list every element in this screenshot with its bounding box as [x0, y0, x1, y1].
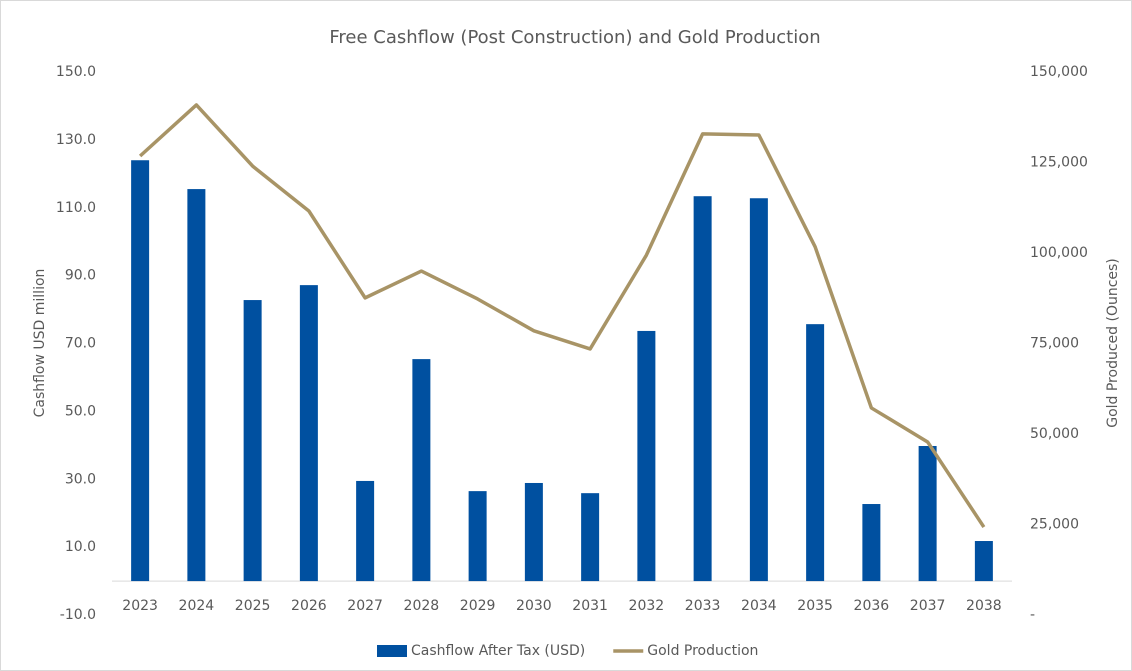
bar [131, 160, 150, 582]
x-tick-label: 2038 [966, 598, 1002, 614]
bar [412, 359, 431, 582]
x-tick-label: 2026 [291, 598, 327, 614]
bar [749, 198, 768, 582]
x-tick-label: 2036 [854, 598, 890, 614]
bar [806, 324, 825, 582]
x-tick-label: 2028 [404, 598, 440, 614]
y-tick-label: 110.0 [56, 200, 96, 216]
bar [637, 330, 656, 582]
legend-label: Gold Production [647, 643, 758, 659]
y2-tick-label: 125,000 [1030, 155, 1088, 171]
legend-swatch [377, 645, 407, 657]
y-axis-label: Cashflow USD million [32, 269, 48, 418]
y2-tick-label: 100,000 [1030, 245, 1088, 261]
bar [524, 482, 543, 582]
bar [918, 445, 937, 582]
x-tick-label: 2034 [741, 598, 777, 614]
y-tick-label: 90.0 [65, 268, 96, 284]
y-tick-label: 130.0 [56, 132, 96, 148]
x-tick-label: 2029 [460, 598, 496, 614]
line [138, 103, 986, 528]
y2-tick-label: - [1030, 607, 1035, 623]
legend-label: Cashflow After Tax (USD) [411, 643, 585, 659]
x-tick-label: 2031 [572, 598, 608, 614]
x-tick-label: 2035 [797, 598, 833, 614]
x-tick-label: 2025 [235, 598, 271, 614]
bar [243, 300, 262, 582]
y-tick-label: 150.0 [56, 64, 96, 80]
x-tick-label: 2023 [122, 598, 158, 614]
x-tick-label: 2032 [629, 598, 665, 614]
y2-tick-label: 75,000 [1030, 336, 1079, 352]
x-tick-label: 2027 [347, 598, 383, 614]
y2-tick-label: 50,000 [1030, 426, 1079, 442]
bar [581, 493, 600, 582]
bar [356, 480, 375, 582]
bar [693, 196, 712, 582]
y2-tick-label: 150,000 [1030, 64, 1088, 80]
bar [468, 491, 487, 582]
chart-title: Free Cashflow (Post Construction) and Go… [329, 27, 820, 48]
x-tick-label: 2037 [910, 598, 946, 614]
bar [187, 189, 206, 582]
y-tick-label: 30.0 [65, 471, 96, 487]
y-tick-label: -10.0 [60, 607, 96, 623]
x-tick-label: 2033 [685, 598, 721, 614]
y2-tick-label: 25,000 [1030, 517, 1079, 533]
bar [862, 504, 881, 582]
y-tick-label: 50.0 [65, 403, 96, 419]
bar [974, 541, 993, 582]
x-tick-label: 2024 [179, 598, 215, 614]
bar [299, 285, 318, 582]
y-tick-label: 70.0 [65, 336, 96, 352]
y-tick-label: 10.0 [65, 539, 96, 555]
y2-axis-label: Gold Produced (Ounces) [1105, 258, 1121, 428]
x-tick-label: 2030 [516, 598, 552, 614]
